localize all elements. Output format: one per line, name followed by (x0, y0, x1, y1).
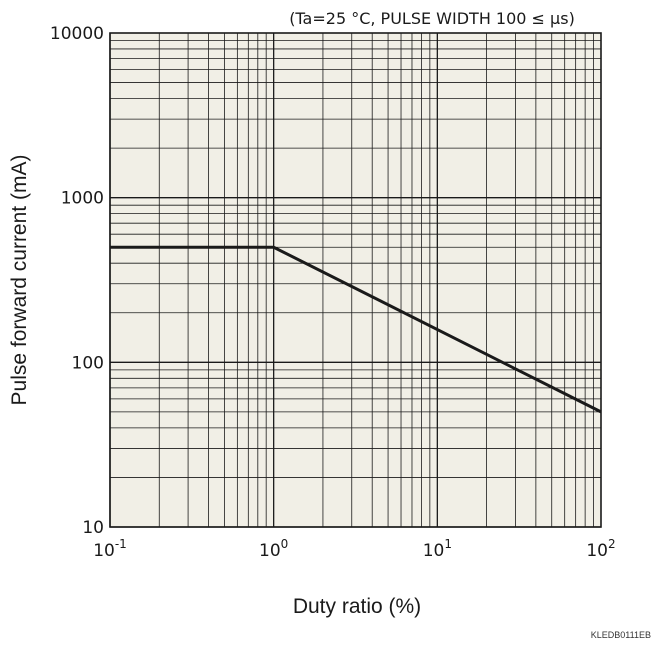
series-layer (110, 245, 602, 414)
series-line (110, 245, 602, 414)
y-tick-label: 10 (82, 518, 104, 538)
chart-annotation: (Ta=25 °C, PULSE WIDTH 100 ≤ μs) (289, 9, 575, 28)
x-tick-label: 100 (259, 537, 288, 561)
y-tick-label: 100 (72, 353, 104, 373)
y-tick-labels: 10 100 1000 10000 (50, 24, 104, 538)
x-tick-label: 10-1 (93, 537, 127, 561)
plot-frame (109, 32, 602, 528)
y-tick-label: 10000 (50, 24, 104, 44)
x-tick-label: 102 (586, 537, 615, 561)
x-axis-label: Duty ratio (%) (293, 595, 421, 618)
x-tick-label: 101 (423, 537, 452, 561)
grid (109, 33, 601, 528)
plot-area (110, 33, 601, 527)
y-tick-label: 1000 (61, 189, 104, 209)
figure-code: KLEDB0111EB (591, 630, 651, 640)
x-tick-labels: 10-1 100 101 102 (93, 537, 615, 561)
y-axis-label: Pulse forward current (mA) (8, 155, 31, 406)
